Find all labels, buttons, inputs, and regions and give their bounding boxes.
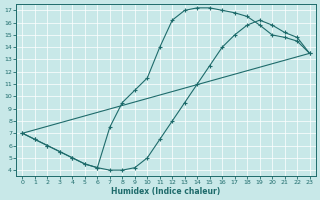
X-axis label: Humidex (Indice chaleur): Humidex (Indice chaleur) [111, 187, 221, 196]
